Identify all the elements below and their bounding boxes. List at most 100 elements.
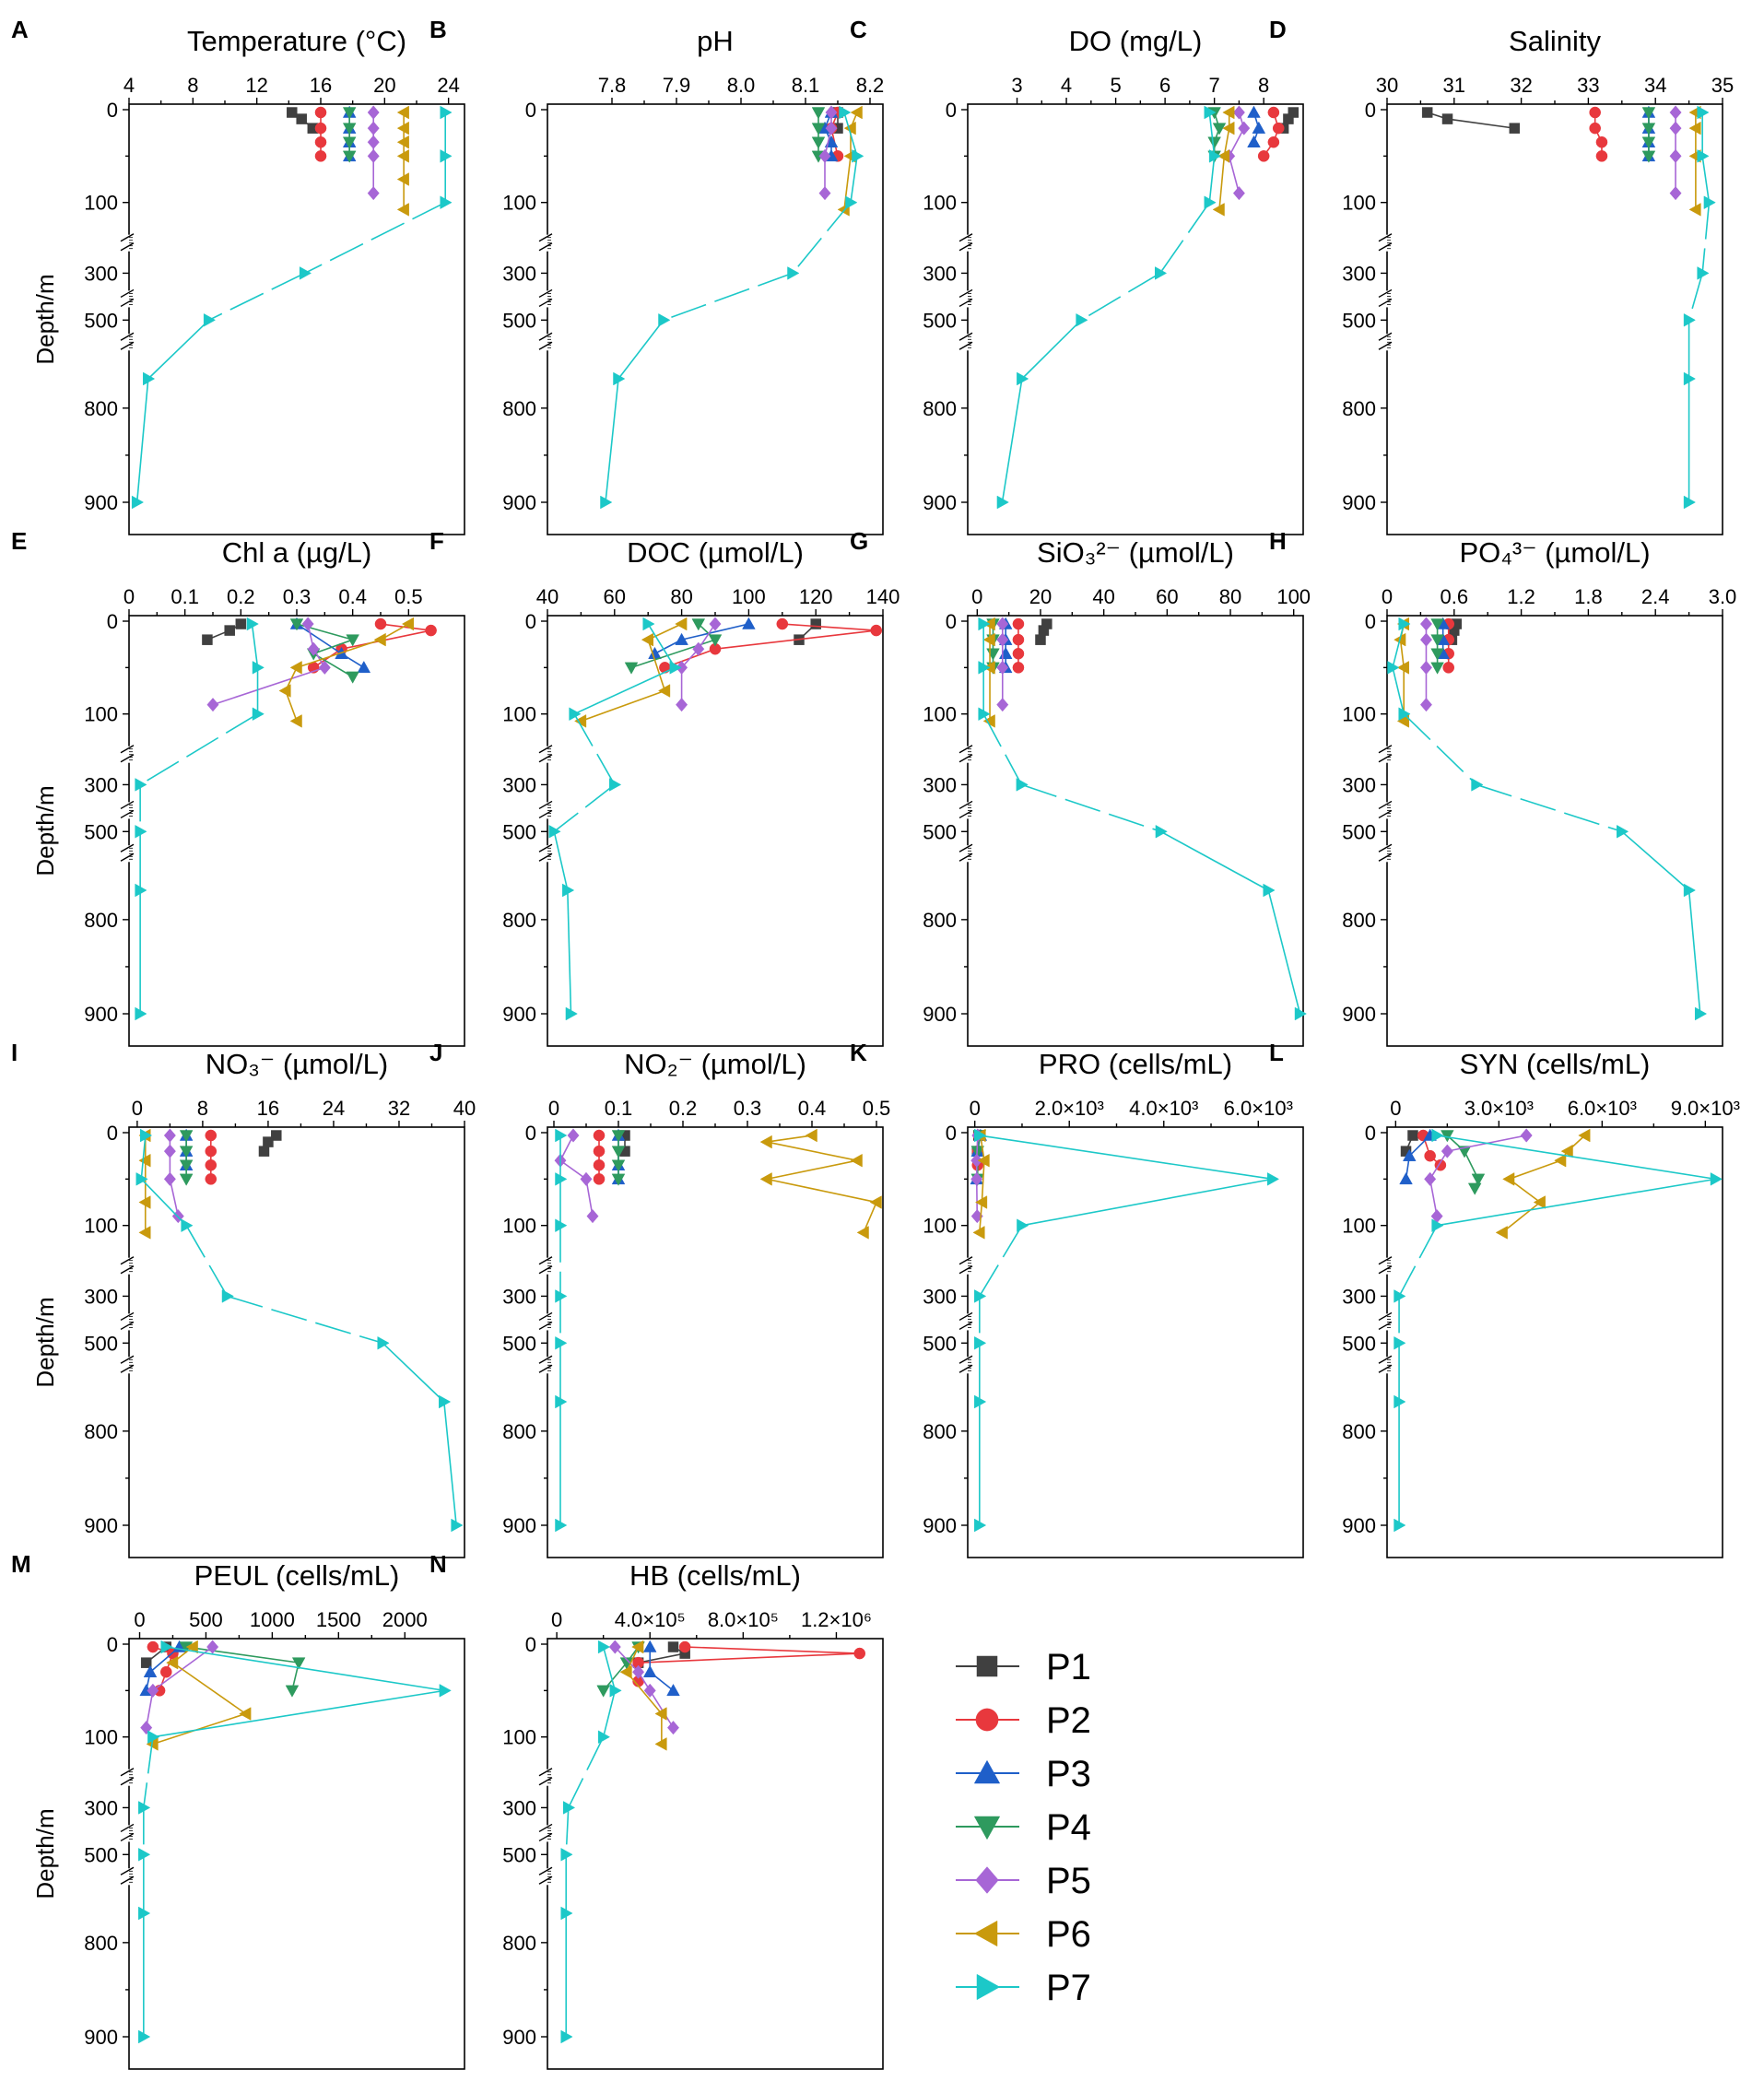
- point-P7: [1697, 105, 1710, 120]
- y-tick-label: 100: [502, 703, 536, 726]
- break-mark-3-a: [1378, 332, 1393, 341]
- point-P7: [562, 883, 575, 898]
- x-tick-label: 60: [604, 585, 626, 608]
- point-P5: [1669, 186, 1682, 201]
- legend-item-P5: P5: [956, 1861, 1091, 1901]
- point-P7: [1431, 1128, 1444, 1143]
- legend-item-P6: P6: [956, 1914, 1091, 1955]
- y-tick-label: 300: [923, 773, 957, 796]
- break-mark-2-b: [538, 1832, 553, 1842]
- point-P2: [205, 1158, 218, 1171]
- series-P3: [642, 1640, 680, 1697]
- legend-marker: [975, 1708, 999, 1732]
- point-P4: [342, 107, 357, 120]
- point-P7: [1694, 1006, 1708, 1021]
- legend-marker: [975, 1866, 999, 1894]
- series-line: [553, 783, 616, 832]
- y-tick-label: 800: [84, 909, 118, 932]
- point-P2: [593, 1173, 606, 1185]
- series-line: [863, 1202, 877, 1233]
- x-tick-label: 0.4: [338, 585, 367, 608]
- point-P6: [982, 632, 995, 647]
- break-mark-2-b: [958, 809, 973, 819]
- y-tick-label: 100: [1342, 1215, 1376, 1238]
- point-P2: [314, 122, 327, 135]
- y-tick-label: 500: [502, 1332, 536, 1355]
- series-P5: [1419, 617, 1432, 712]
- series-P5: [996, 617, 1009, 712]
- point-P2: [776, 617, 789, 630]
- series-P1: [202, 618, 247, 645]
- series-line: [685, 1646, 860, 1654]
- series-P7: [131, 105, 453, 510]
- y-tick-label: 100: [84, 703, 118, 726]
- break-mark-3-b: [958, 852, 973, 862]
- series-line: [614, 1646, 640, 1673]
- x-tick-label: 9.0×10³: [1671, 1097, 1740, 1120]
- y-tick-label: 0: [1365, 1122, 1376, 1145]
- point-P4: [346, 671, 359, 684]
- point-P7: [1204, 195, 1217, 210]
- point-P7: [160, 1640, 173, 1654]
- point-P7: [221, 1289, 234, 1303]
- point-P5: [825, 121, 838, 135]
- series-line: [649, 1689, 675, 1729]
- point-P1: [810, 618, 821, 629]
- series-P1: [1035, 618, 1053, 645]
- point-P7: [1617, 824, 1629, 839]
- x-tick-label: 1000: [250, 1608, 295, 1631]
- break-mark-3-a: [958, 332, 973, 341]
- y-tick-label: 500: [502, 1843, 536, 1866]
- y-tick-label: 0: [525, 99, 536, 122]
- series-line: [581, 689, 665, 723]
- series-line: [1223, 128, 1230, 157]
- x-tick-label: 80: [1219, 585, 1241, 608]
- point-P6: [1217, 149, 1230, 163]
- point-P4: [708, 634, 723, 647]
- break-mark-2-a: [120, 1823, 135, 1833]
- point-P6: [977, 1153, 990, 1168]
- point-P6: [850, 105, 863, 120]
- x-tick-label: 0.6: [1441, 585, 1469, 608]
- point-P6: [1212, 203, 1225, 217]
- point-P7: [555, 1394, 568, 1409]
- point-P1: [1407, 1130, 1418, 1141]
- y-tick-label: 500: [923, 309, 957, 332]
- point-P5: [163, 1144, 176, 1158]
- point-P7: [1155, 824, 1168, 839]
- break-mark-1-b: [1378, 242, 1393, 252]
- point-P1: [296, 113, 307, 124]
- series-P6: [619, 1640, 667, 1751]
- panel-letter: M: [11, 1550, 31, 1578]
- x-tick-label: 4: [1061, 74, 1072, 97]
- y-tick-label: 500: [923, 1332, 957, 1355]
- point-P6: [654, 1737, 667, 1751]
- plot-frame: [967, 1126, 1304, 1558]
- series-line: [565, 1807, 570, 1855]
- point-P7: [135, 824, 147, 839]
- x-tick-label: 0: [134, 1608, 145, 1631]
- y-tick-label: 900: [923, 491, 957, 514]
- break-mark-1-b: [538, 1265, 553, 1275]
- series-line: [1447, 118, 1515, 129]
- panel-K: K PRO (cells/mL) 0 2.0×10³ 4.0×10³ 6.0×10³ 0 10…: [850, 1039, 1304, 1558]
- point-P4: [1430, 618, 1444, 631]
- point-P7: [135, 1006, 147, 1021]
- break-mark-1-b: [120, 754, 135, 763]
- series-line: [312, 653, 354, 678]
- series-line: [304, 201, 446, 275]
- point-P5: [567, 1128, 580, 1143]
- legend-label: P6: [1046, 1914, 1091, 1955]
- point-P5: [818, 186, 831, 201]
- point-P5: [580, 1171, 593, 1186]
- point-P4: [1641, 136, 1656, 149]
- break-mark-3-a: [120, 332, 135, 341]
- point-P5: [643, 1683, 656, 1698]
- series-line: [1021, 319, 1082, 380]
- y-tick-label: 800: [923, 397, 957, 420]
- point-P7: [138, 2029, 151, 2044]
- point-P7: [1683, 883, 1696, 898]
- series-line: [1429, 1150, 1449, 1180]
- point-P5: [1669, 148, 1682, 163]
